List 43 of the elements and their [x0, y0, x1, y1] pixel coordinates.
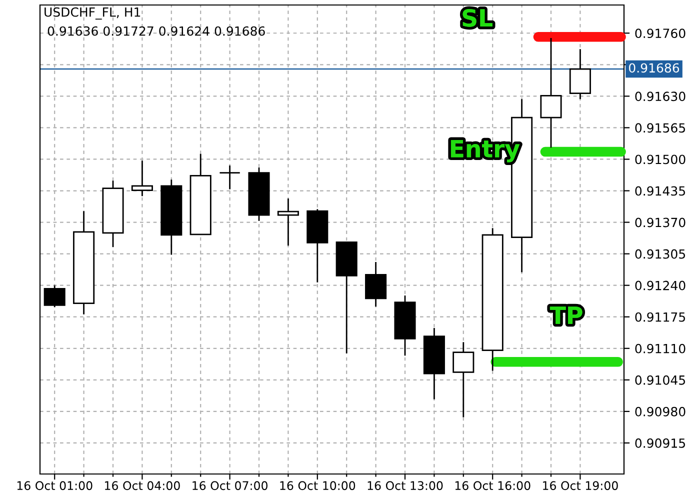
y-tick-label: 0.91305 [635, 249, 686, 259]
candlestick [73, 210, 95, 316]
candlestick [452, 341, 474, 418]
x-tick-label: 16 Oct 04:00 [105, 481, 180, 490]
candlestick [44, 284, 66, 308]
candlestick [394, 294, 416, 356]
x-tick-label: 16 Oct 01:00 [17, 481, 92, 490]
x-tick-label: 16 Oct 10:00 [280, 481, 356, 490]
y-tick-label: 0.91045 [635, 375, 686, 385]
y-tick-label: 0.91630 [635, 92, 686, 102]
candlestick [277, 198, 299, 246]
x-tick-label: 16 Oct 19:00 [543, 481, 618, 490]
y-tick-label: 0.91760 [635, 28, 686, 38]
text: 0.91636 0.91727 0.91624 0.91686 [48, 26, 265, 36]
candlestick [540, 37, 562, 148]
candlestick [219, 164, 241, 190]
candlestick [482, 227, 504, 372]
candlestick [102, 180, 124, 248]
x-tick-label: 16 Oct 07:00 [192, 481, 268, 490]
x-tick-label: 16 Oct 16:00 [455, 481, 530, 490]
y-tick-label: 0.90980 [635, 406, 686, 416]
ref-line-label: 0.91686 [628, 63, 680, 73]
candlestick [248, 166, 270, 222]
y-tick-label: 0.91110 [635, 344, 686, 354]
annotation: SL [462, 9, 492, 27]
candlestick [423, 327, 445, 400]
y-tick-label: 0.90915 [635, 438, 686, 448]
y-tick-label: 0.91240 [635, 280, 686, 290]
y-tick-label: 0.91370 [635, 218, 686, 228]
annotation: TP [550, 306, 582, 324]
chart-title: USDCHF_FL, H1 [44, 7, 140, 20]
x-tick-label: 16 Oct 13:00 [368, 481, 443, 490]
y-tick-label: 0.91500 [635, 154, 686, 164]
candlestick [336, 241, 358, 354]
candlestick [306, 208, 328, 284]
candlestick [160, 178, 182, 256]
candlestick [365, 261, 387, 308]
y-tick-label: 0.91565 [635, 123, 686, 133]
candlestick [569, 48, 591, 100]
y-tick-label: 0.91435 [635, 186, 686, 196]
y-tick-label: 0.91175 [635, 312, 686, 322]
candlestick [190, 153, 212, 236]
candlestick [131, 160, 153, 197]
